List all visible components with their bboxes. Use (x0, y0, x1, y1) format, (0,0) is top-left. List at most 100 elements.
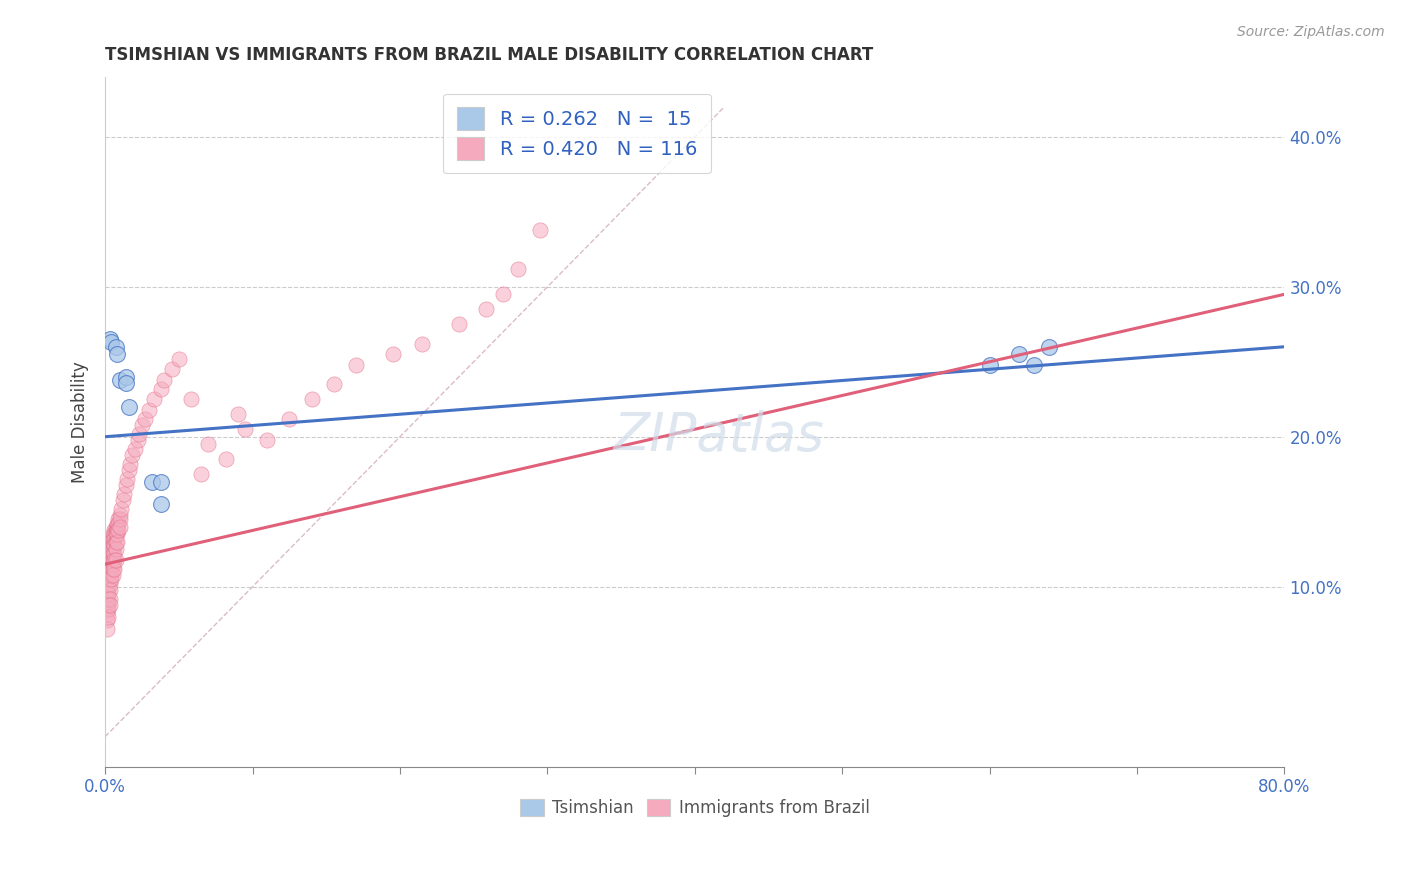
Point (96, 598, 118, 612)
Point (97, 576, 120, 591)
Point (506, 261, 529, 276)
Point (98, 572, 121, 586)
Point (108, 512, 131, 526)
Point (190, 467, 212, 482)
Point (105, 534, 128, 549)
Point (100, 572, 122, 586)
Point (101, 532, 124, 546)
Point (97, 598, 120, 612)
Point (101, 527, 124, 541)
Point (115, 369, 138, 384)
Point (1008, 347, 1031, 361)
Point (98, 591, 121, 606)
Point (447, 318, 470, 332)
Point (197, 437, 219, 451)
Point (96, 602, 118, 616)
Point (128, 426, 150, 441)
Point (98, 576, 121, 591)
Point (226, 407, 249, 421)
Point (97, 587, 120, 601)
Point (96, 591, 118, 606)
Point (101, 538, 124, 552)
Point (96, 622, 118, 636)
Point (100, 532, 122, 546)
Point (97, 572, 120, 586)
Point (97, 557, 120, 571)
Point (98, 557, 121, 571)
Point (98, 552, 121, 566)
Point (100, 552, 122, 566)
Point (97, 542, 120, 557)
Point (233, 422, 256, 436)
Point (153, 373, 176, 387)
Point (150, 382, 173, 396)
Point (96, 607, 118, 621)
Point (411, 336, 433, 351)
Point (104, 519, 127, 533)
Point (100, 335, 122, 350)
Point (101, 557, 124, 571)
Point (322, 377, 344, 392)
Text: TSIMSHIAN VS IMMIGRANTS FROM BRAZIL MALE DISABILITY CORRELATION CHART: TSIMSHIAN VS IMMIGRANTS FROM BRAZIL MALE… (105, 46, 873, 64)
Point (127, 433, 149, 447)
Point (101, 562, 124, 576)
Point (529, 223, 551, 237)
Point (100, 557, 122, 571)
Point (301, 392, 323, 407)
Point (101, 552, 124, 566)
Point (124, 442, 146, 456)
Text: ZIPatlas: ZIPatlas (613, 409, 824, 461)
Point (134, 411, 156, 425)
Point (107, 516, 129, 531)
Point (215, 452, 238, 467)
Point (103, 552, 125, 566)
Point (97, 582, 120, 597)
Point (104, 340, 127, 354)
Point (100, 562, 122, 576)
Point (98, 542, 121, 557)
Point (104, 523, 127, 537)
Point (97, 552, 120, 566)
Point (381, 347, 404, 361)
Point (96, 565, 118, 579)
Point (111, 492, 134, 507)
Point (180, 392, 202, 407)
Point (97, 562, 120, 576)
Point (167, 351, 190, 366)
Point (278, 411, 301, 425)
Point (96, 613, 118, 627)
Point (97, 591, 120, 606)
Point (98, 547, 121, 561)
Point (98, 582, 121, 597)
Point (101, 567, 124, 582)
Point (104, 552, 127, 566)
Point (117, 472, 139, 486)
Point (97, 609, 120, 624)
Point (256, 433, 278, 447)
Point (104, 542, 127, 557)
Point (115, 376, 138, 390)
Point (344, 358, 367, 372)
Point (115, 477, 138, 491)
Point (100, 547, 122, 561)
Point (160, 362, 183, 376)
Point (108, 373, 131, 387)
Point (100, 542, 122, 557)
Point (97, 567, 120, 582)
Point (121, 448, 143, 462)
Point (101, 542, 124, 557)
Point (96, 576, 118, 591)
Point (108, 519, 131, 533)
Point (98, 534, 121, 549)
Point (98, 538, 121, 552)
Point (103, 532, 125, 546)
Legend: Tsimshian, Immigrants from Brazil: Tsimshian, Immigrants from Brazil (513, 792, 876, 823)
Point (103, 523, 125, 537)
Point (110, 501, 132, 516)
Point (474, 302, 496, 317)
Point (103, 562, 125, 576)
Point (108, 508, 131, 522)
Point (96, 587, 118, 601)
Y-axis label: Male Disability: Male Disability (72, 361, 89, 483)
Point (98, 598, 121, 612)
